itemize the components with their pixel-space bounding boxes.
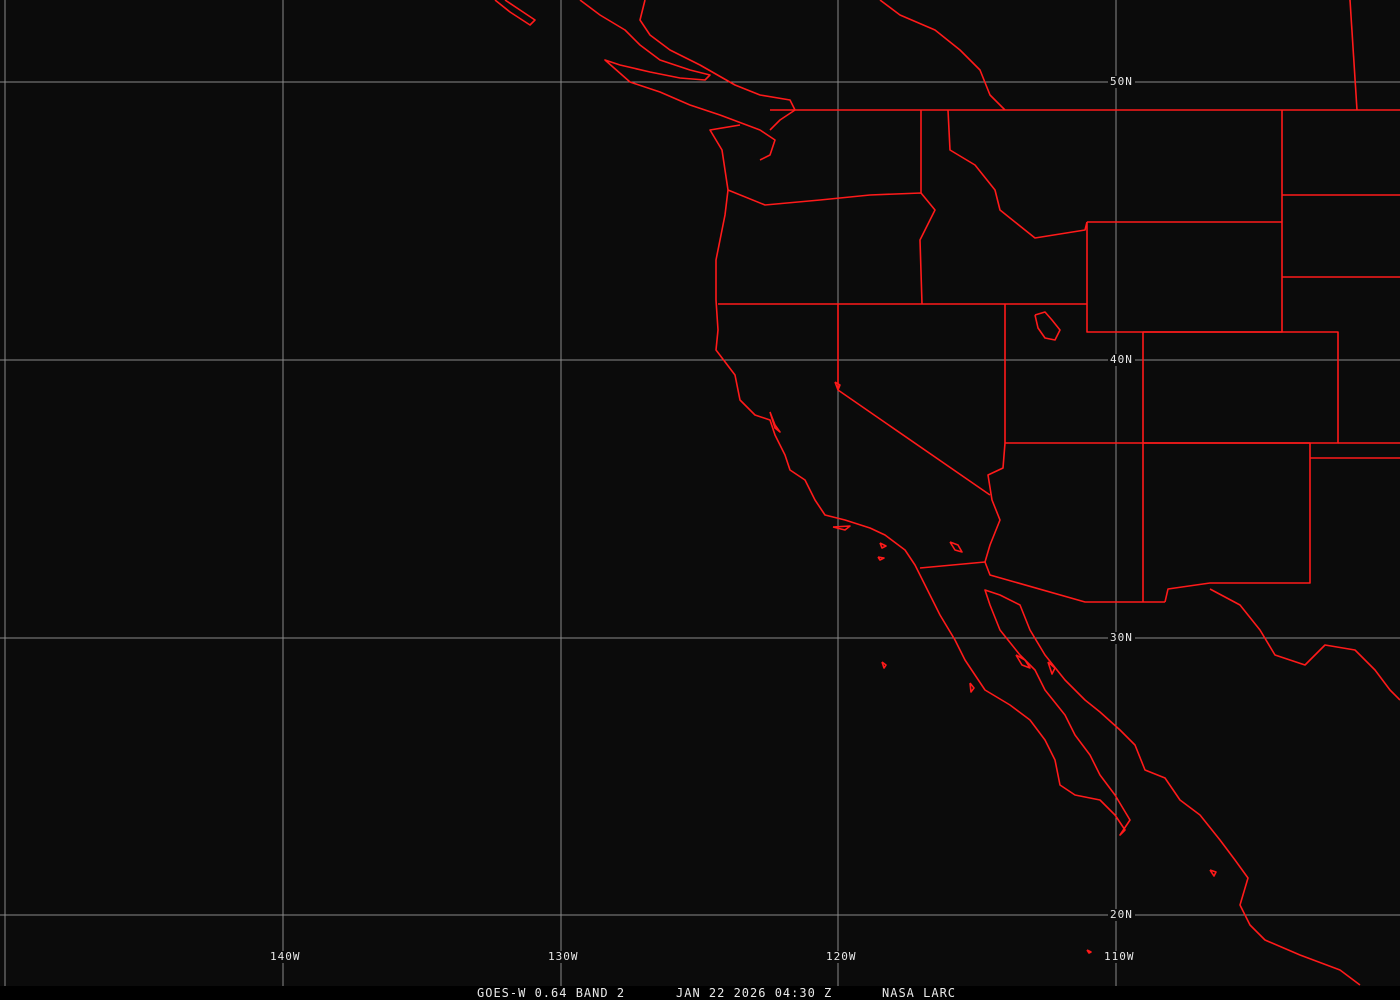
lon-label-120w: 120W bbox=[824, 950, 859, 963]
island-socorro bbox=[1209, 869, 1217, 877]
sf-bay bbox=[769, 411, 781, 433]
border-colorado bbox=[1143, 331, 1339, 444]
lake-tahoe bbox=[834, 381, 841, 391]
border-id-mt bbox=[947, 109, 1088, 239]
coastline-mexico-east bbox=[1209, 588, 1400, 701]
lon-label-140w: 140W bbox=[268, 950, 303, 963]
channel-island bbox=[832, 525, 851, 531]
great-salt-lake bbox=[1034, 311, 1061, 341]
caption-bar bbox=[0, 986, 1400, 1000]
lat-label-40n: 40N bbox=[1108, 353, 1135, 366]
lon-label-110w: 110W bbox=[1102, 950, 1137, 963]
coastline-mainland-bc bbox=[639, 0, 796, 131]
coastline-north bbox=[494, 0, 536, 26]
island-gulf bbox=[1015, 654, 1031, 669]
vancouver-island bbox=[579, 0, 776, 161]
channel-island bbox=[879, 542, 887, 549]
lat-label-20n: 20N bbox=[1108, 908, 1135, 921]
caption-datetime: JAN 22 2026 04:30 Z bbox=[676, 986, 833, 1000]
island-cedros bbox=[969, 682, 975, 693]
lat-label-50n: 50N bbox=[1108, 75, 1135, 88]
border-us-mexico bbox=[919, 561, 1165, 603]
salton-sea bbox=[949, 541, 963, 553]
island-small bbox=[1086, 949, 1092, 954]
border-montana-north bbox=[879, 0, 1006, 111]
island-guadalupe bbox=[881, 661, 887, 669]
caption-satellite: GOES-W 0.64 BAND 2 bbox=[477, 986, 626, 1000]
island-tiburon bbox=[1047, 661, 1056, 675]
lon-label-130w: 130W bbox=[546, 950, 581, 963]
lat-label-30n: 30N bbox=[1108, 631, 1135, 644]
border-ca-nv bbox=[837, 304, 991, 496]
border-alberta bbox=[1349, 0, 1358, 111]
border-wa-or bbox=[727, 189, 936, 305]
coastline-pacific bbox=[709, 124, 1361, 986]
border-ca-az bbox=[984, 442, 1006, 563]
channel-island bbox=[877, 556, 885, 561]
border-new-mexico bbox=[1143, 442, 1311, 603]
caption-source: NASA LARC bbox=[882, 986, 957, 1000]
